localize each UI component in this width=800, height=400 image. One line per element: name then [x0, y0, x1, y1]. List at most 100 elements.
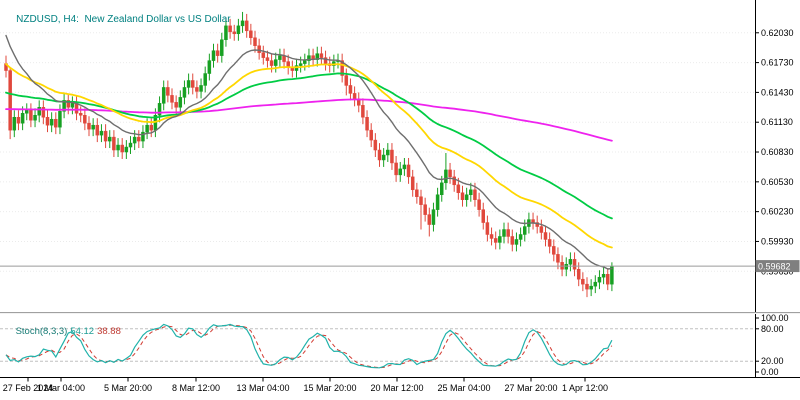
bear-candle [170, 95, 174, 103]
bear-candle [228, 25, 232, 33]
ma-fast-gray [5, 34, 613, 270]
stoch-scale-label: 0.00 [761, 367, 779, 377]
bear-candle [112, 136, 116, 151]
bear-candle [585, 283, 589, 290]
bear-candle [365, 116, 369, 131]
bull-candle [25, 110, 29, 114]
price-tick-label: 0.61130 [761, 117, 793, 127]
bear-candle [83, 115, 87, 124]
time-tick-label: 13 Mar 04:00 [236, 383, 289, 393]
bear-candle [232, 31, 236, 35]
bull-candle [469, 189, 473, 195]
bull-candle [502, 229, 506, 237]
indicator-name: Stoch(8,3,3) [15, 326, 68, 337]
bear-candle [340, 60, 344, 76]
price-tick-label: 0.60530 [761, 177, 794, 187]
bear-candle [253, 37, 257, 46]
symbol-timeframe-label: NZDUSD, H4: New Zealand Dollar vs US Dol… [16, 14, 231, 25]
price-tick-label: 0.60830 [761, 147, 794, 157]
price-tick-label: 0.59930 [761, 236, 794, 246]
bull-candle [464, 194, 469, 200]
bull-candle [597, 276, 602, 283]
bear-candle [29, 110, 33, 121]
bull-candle [593, 281, 598, 287]
time-tick-label: 15 Mar 20:00 [303, 383, 356, 393]
bear-candle [87, 122, 91, 130]
bear-candle [261, 52, 266, 58]
bull-candle [220, 39, 224, 56]
bear-candle [137, 136, 141, 142]
bear-candle [506, 229, 510, 237]
gridlines [0, 32, 755, 272]
bull-candle [108, 136, 112, 142]
stochastic-panel[interactable] [0, 323, 755, 369]
indicator-d-value: 38.88 [97, 326, 121, 337]
bull-candle [91, 124, 95, 130]
bear-candle [257, 45, 261, 53]
bull-candle [236, 25, 241, 35]
stoch-scale-label: 20.00 [761, 356, 784, 366]
bear-candle [8, 70, 12, 131]
bull-candle [33, 115, 37, 121]
bull-candle [141, 131, 145, 142]
bull-candle [398, 168, 402, 176]
bull-candle [523, 226, 527, 235]
bull-candle [589, 285, 593, 290]
bear-candle [166, 87, 170, 96]
bear-candle [323, 57, 328, 64]
bear-candle [191, 80, 195, 88]
bull-candle [99, 130, 104, 136]
bear-candle [390, 149, 394, 164]
bull-candle [124, 146, 129, 153]
price-tick-label: 0.61430 [761, 87, 794, 97]
bull-candle [157, 103, 162, 116]
bear-candle [361, 105, 365, 118]
bear-candle [481, 209, 485, 223]
bear-candle [244, 20, 249, 32]
bear-candle [547, 239, 552, 247]
bear-candle [535, 222, 539, 227]
stoch-scale-label: 100.00 [761, 313, 789, 323]
bear-candle [149, 124, 153, 131]
time-tick-label: 1 Apr 12:00 [562, 383, 608, 393]
bull-candle [182, 87, 187, 98]
time-tick-label: 25 Mar 04:00 [437, 383, 490, 393]
ma-long-magenta [5, 98, 613, 142]
bear-candle [606, 273, 610, 285]
bear-candle [572, 259, 577, 270]
bull-candle [20, 113, 25, 124]
bear-candle [581, 278, 585, 285]
bull-candle [203, 73, 207, 86]
bull-candle [12, 116, 17, 131]
moving-averages-layer [5, 34, 613, 270]
bear-candle [452, 176, 456, 186]
bear-candle [406, 164, 411, 178]
bear-candle [319, 53, 324, 58]
price-axis[interactable]: 0.62030 0.61730 0.61430 0.61130 0.60830 0.605… [755, 0, 800, 378]
indicator-label: Stoch(8,3,3) 54.12 38.88 [5, 315, 121, 348]
bear-candle [556, 254, 560, 263]
time-tick-label: 5 Mar 20:00 [104, 383, 152, 393]
ma-mid-yellow [5, 63, 613, 249]
bear-candle [377, 149, 382, 161]
bear-candle [195, 87, 199, 92]
bull-candle [199, 85, 203, 92]
bull-candle [381, 154, 386, 161]
bear-candle [493, 238, 498, 243]
bear-candle [66, 100, 70, 108]
bear-candle [427, 214, 432, 225]
bear-candle [419, 196, 423, 205]
chart-title: NZDUSD, H4: New Zealand Dollar vs US Dol… [5, 3, 231, 36]
price-tick-label: 0.61730 [761, 58, 794, 68]
bear-candle [489, 234, 494, 239]
current-price-value: 0.59682 [758, 262, 791, 272]
bull-candle [240, 20, 245, 27]
bear-candle [423, 204, 427, 215]
bear-candle [120, 144, 124, 153]
bear-candle [510, 236, 515, 245]
bull-candle [568, 259, 573, 265]
bull-candle [128, 142, 133, 148]
